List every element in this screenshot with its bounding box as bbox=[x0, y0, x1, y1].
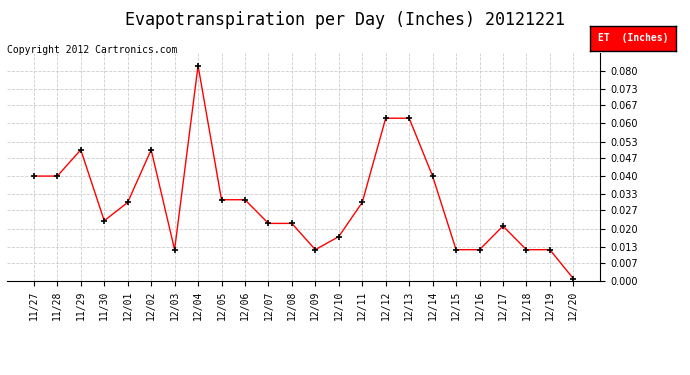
Text: Evapotranspiration per Day (Inches) 20121221: Evapotranspiration per Day (Inches) 2012… bbox=[125, 11, 565, 29]
Text: Copyright 2012 Cartronics.com: Copyright 2012 Cartronics.com bbox=[7, 45, 177, 55]
Text: ET  (Inches): ET (Inches) bbox=[598, 33, 669, 44]
